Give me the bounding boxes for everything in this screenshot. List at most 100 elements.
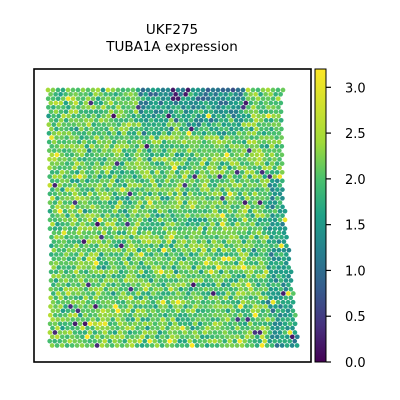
- spot: [142, 226, 148, 231]
- spot: [145, 96, 151, 102]
- spot: [176, 265, 182, 270]
- spot: [265, 299, 271, 305]
- spot: [192, 156, 197, 162]
- spot: [187, 191, 193, 197]
- spot: [213, 100, 219, 106]
- spot: [172, 338, 178, 344]
- spot: [193, 109, 199, 115]
- spot: [179, 126, 184, 132]
- spot: [246, 230, 252, 236]
- spot: [231, 265, 237, 270]
- spot: [138, 252, 144, 257]
- spot: [226, 282, 231, 288]
- spot: [152, 200, 158, 205]
- spot: [68, 252, 74, 257]
- spot: [110, 87, 116, 93]
- spot: [200, 291, 206, 296]
- spot: [188, 109, 194, 115]
- spot: [267, 338, 273, 344]
- spot: [270, 87, 276, 93]
- spot: [115, 213, 120, 218]
- spot: [117, 174, 123, 179]
- spot: [266, 282, 271, 288]
- spot: [48, 117, 54, 123]
- spot: [118, 109, 124, 115]
- spot: [222, 217, 228, 223]
- spot: [157, 338, 163, 344]
- spot: [57, 200, 63, 205]
- spot: [188, 304, 193, 309]
- spot: [236, 239, 242, 244]
- spot: [95, 187, 100, 192]
- spot: [255, 325, 260, 331]
- spot: [165, 204, 170, 210]
- spot: [212, 312, 218, 318]
- spot: [166, 239, 172, 244]
- spot: [178, 286, 184, 292]
- spot: [273, 286, 279, 292]
- spot: [193, 278, 199, 283]
- spot: [149, 334, 155, 340]
- spot: [294, 343, 300, 348]
- spot: [64, 143, 70, 149]
- spot: [63, 286, 69, 292]
- spot: [256, 130, 262, 136]
- spot: [141, 256, 147, 262]
- spot: [223, 278, 229, 283]
- spot: [76, 130, 82, 136]
- spot: [259, 178, 265, 184]
- spot: [69, 152, 75, 158]
- spot: [69, 243, 74, 249]
- spot: [82, 165, 87, 171]
- spot: [94, 169, 100, 175]
- spot: [275, 87, 281, 93]
- spot: [179, 343, 185, 348]
- spot: [177, 200, 183, 205]
- spot: [84, 169, 90, 175]
- spot: [64, 234, 69, 240]
- spot: [59, 135, 64, 140]
- spot: [52, 174, 58, 179]
- spot: [233, 117, 239, 123]
- spot: [75, 204, 80, 210]
- spot: [60, 195, 65, 201]
- spot: [103, 117, 109, 123]
- spot: [84, 152, 90, 158]
- spot: [169, 152, 175, 158]
- spot: [133, 91, 138, 97]
- spot: [172, 226, 178, 231]
- spot: [217, 321, 223, 327]
- spot: [86, 247, 92, 253]
- spot: [243, 286, 249, 292]
- spot: [186, 247, 192, 253]
- spot: [144, 135, 149, 140]
- spot: [144, 343, 150, 348]
- spot: [246, 113, 251, 119]
- spot: [171, 148, 177, 153]
- spot: [256, 122, 262, 127]
- spot: [65, 291, 71, 296]
- spot: [256, 139, 262, 145]
- spot: [147, 321, 153, 327]
- spot: [99, 334, 105, 340]
- spot: [208, 109, 214, 115]
- spot: [138, 278, 144, 283]
- spot: [77, 156, 82, 162]
- spot: [81, 273, 86, 279]
- spot: [149, 143, 155, 149]
- spot: [105, 325, 110, 331]
- spot: [221, 265, 227, 270]
- spot: [224, 234, 229, 240]
- spot: [269, 143, 275, 149]
- spot: [106, 104, 111, 110]
- spot: [277, 208, 283, 214]
- spot: [148, 278, 154, 283]
- spot: [127, 182, 133, 188]
- spot: [88, 117, 94, 123]
- spot: [103, 109, 109, 115]
- spot: [158, 109, 164, 115]
- spot: [141, 239, 147, 244]
- spot: [201, 122, 207, 127]
- spot: [216, 122, 222, 127]
- spot: [158, 295, 164, 301]
